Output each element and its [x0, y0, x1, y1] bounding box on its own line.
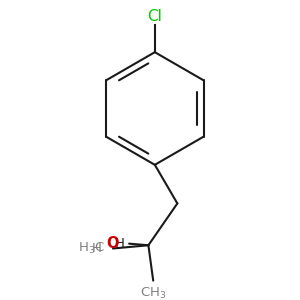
Text: $\mathregular{CH_3}$: $\mathregular{CH_3}$: [140, 286, 166, 300]
Text: $\mathregular{H_3C}$: $\mathregular{H_3C}$: [78, 241, 105, 256]
Text: Cl: Cl: [147, 9, 162, 24]
Text: H: H: [92, 242, 102, 255]
Text: H: H: [115, 237, 124, 250]
Text: O: O: [107, 236, 119, 251]
